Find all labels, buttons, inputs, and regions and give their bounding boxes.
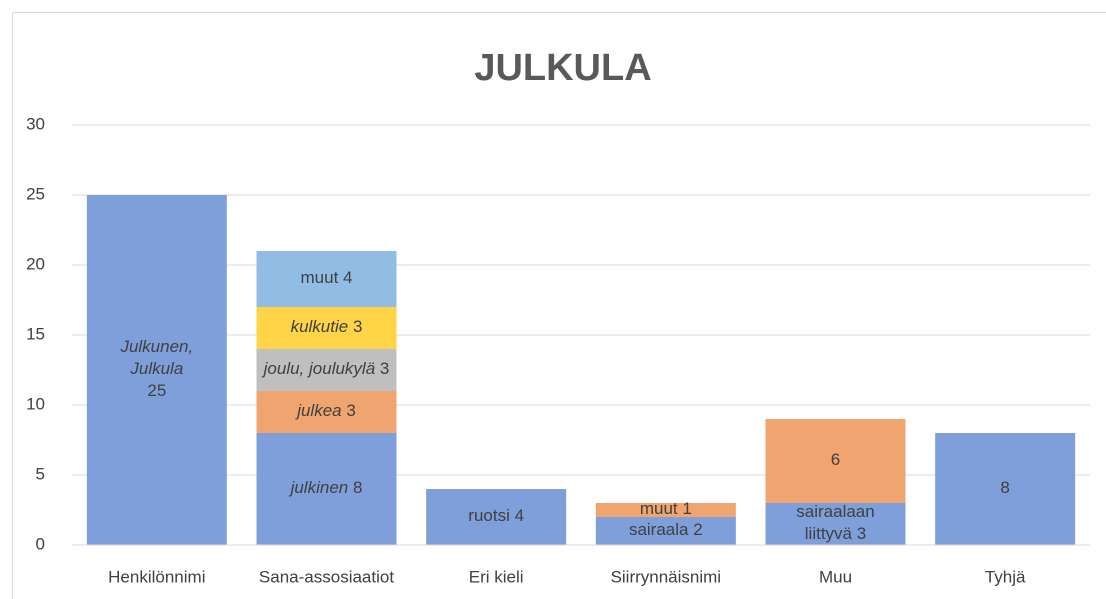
y-tick-label: 0	[36, 534, 45, 553]
data-label: sairaala 2	[629, 520, 703, 539]
data-label: 8	[1000, 478, 1009, 497]
y-tick-label: 10	[26, 394, 45, 413]
x-tick-label: Muu	[819, 567, 852, 586]
data-label-part: sairaala	[629, 520, 689, 539]
data-label-part: julkinen	[289, 478, 349, 497]
data-label-part: Julkunen,	[119, 337, 193, 356]
bar-segment	[256, 307, 397, 349]
data-label-part: 8	[1000, 478, 1009, 497]
data-label: muut 4	[301, 268, 353, 287]
data-label-part: 2	[689, 520, 703, 539]
y-tick-label: 25	[26, 184, 45, 203]
data-label-part: 3	[348, 317, 362, 336]
data-label-part: liittyvä	[805, 524, 853, 543]
bar-segment	[256, 391, 397, 433]
data-label-part: muut	[640, 499, 678, 518]
data-label-part: sairaalaan	[796, 502, 874, 521]
data-label-part: muut	[301, 268, 339, 287]
y-tick-label: 30	[26, 114, 45, 133]
x-tick-label: Henkilönnimi	[108, 567, 205, 586]
data-label-part: 4	[338, 268, 352, 287]
data-label-part: 3	[375, 359, 389, 378]
chart-border	[12, 12, 1106, 599]
bar-segment	[595, 517, 736, 545]
data-label-part: 1	[678, 499, 692, 518]
bar-segment	[765, 503, 906, 545]
data-label: kulkutie 3	[291, 317, 363, 336]
data-label-part: 4	[510, 506, 524, 525]
bar-segment	[765, 419, 906, 503]
x-tick-label: Tyhjä	[985, 567, 1026, 586]
data-label-part: kulkutie	[291, 317, 349, 336]
bar-segment	[256, 433, 397, 545]
data-label: joulu, joulukylä 3	[262, 359, 390, 378]
data-label-part: 3	[342, 401, 356, 420]
data-label: muut 1	[640, 499, 692, 518]
data-label-part: julkea	[295, 401, 341, 420]
data-label-part: joulu, joulukylä	[262, 359, 376, 378]
data-label-part: 8	[348, 478, 362, 497]
chart-title: JULKULA	[474, 47, 651, 89]
bar-segment	[935, 433, 1076, 545]
y-tick-label: 15	[26, 324, 45, 343]
x-tick-label: Eri kieli	[469, 567, 524, 586]
data-label: Julkunen, Julkula 25	[119, 337, 193, 400]
y-tick-label: 5	[36, 464, 45, 483]
data-label: sairaalaan liittyvä 3	[796, 502, 874, 543]
x-tick-label: Siirrynnäisnimi	[611, 567, 722, 586]
x-tick-label: Sana-assosiaatiot	[259, 567, 394, 586]
data-label: julkinen 8	[289, 478, 363, 497]
data-label-part: ruotsi	[468, 506, 510, 525]
bar-segment	[595, 503, 736, 517]
data-label: 6	[831, 450, 840, 469]
bar-segment	[256, 251, 397, 307]
bar-segment	[86, 195, 227, 545]
data-label-part: 25	[147, 381, 166, 400]
data-label: ruotsi 4	[468, 506, 524, 525]
data-label-part: Julkula	[129, 359, 183, 378]
data-label-part: 3	[852, 524, 866, 543]
bar-segment	[256, 349, 397, 391]
bar-segment	[426, 489, 567, 545]
data-label: julkea 3	[295, 401, 356, 420]
y-tick-label: 20	[26, 254, 45, 273]
data-label-part: 6	[831, 450, 840, 469]
